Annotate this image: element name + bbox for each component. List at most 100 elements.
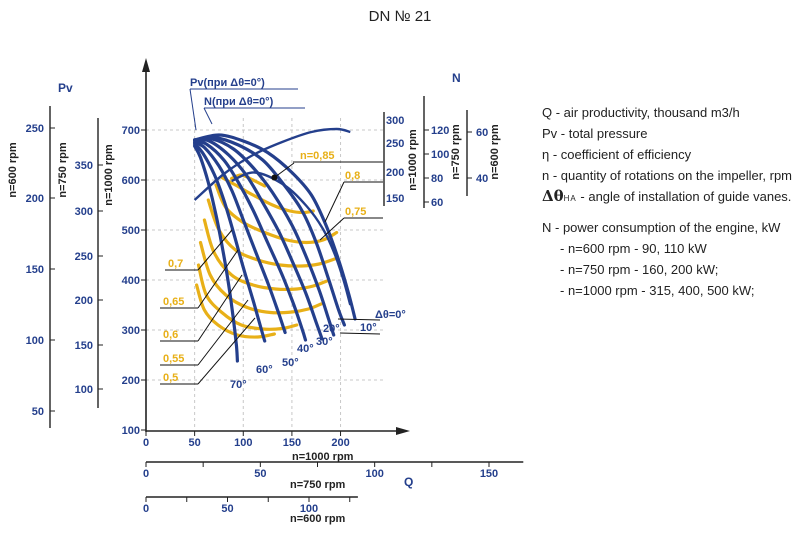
eta-label: 0,65 bbox=[163, 296, 184, 308]
eta-label-leader bbox=[197, 317, 256, 385]
secondary-y-tick-label: 350 bbox=[75, 160, 93, 172]
n-tick-label: 100 bbox=[431, 149, 449, 161]
secondary-x-tick-label: 100 bbox=[300, 503, 318, 515]
y-tick-label: 100 bbox=[122, 425, 140, 437]
x-tick-label: 200 bbox=[331, 437, 349, 449]
eta-label: 0,55 bbox=[163, 353, 184, 365]
angle-label: 40° bbox=[297, 343, 314, 355]
legend-angle-symbol: Δθ bbox=[542, 187, 564, 205]
y-axis-label-1000: n=1000 rpm bbox=[103, 144, 115, 206]
secondary-x-tick-label: 150 bbox=[480, 468, 498, 480]
secondary-y-tick-label: 150 bbox=[75, 340, 93, 352]
eta-curve-0-5 bbox=[195, 283, 276, 339]
angle-label: 20° bbox=[323, 323, 340, 335]
secondary-x-axis-label: n=750 rpm bbox=[290, 479, 346, 491]
eta-label: 0,75 bbox=[345, 206, 366, 218]
secondary-x-tick-label: 0 bbox=[143, 503, 149, 515]
secondary-y-tick-label: 50 bbox=[32, 406, 44, 418]
n-tick-label: 40 bbox=[476, 173, 488, 185]
power-curve-1 bbox=[193, 127, 351, 201]
x-axis-symbol: Q bbox=[404, 475, 413, 489]
legend-power: N - power consumption of the engine, kW bbox=[542, 220, 781, 235]
pv-curve-20deg bbox=[193, 136, 336, 337]
secondary-x-axis-label: n=600 rpm bbox=[290, 513, 346, 525]
n-reference-leader bbox=[203, 107, 213, 125]
secondary-y-tick-label: 200 bbox=[75, 295, 93, 307]
n-axis-label-600: n=600 rpm bbox=[489, 124, 501, 180]
x-tick-label: 0 bbox=[143, 437, 149, 449]
eta-curve-0-6 bbox=[198, 240, 323, 315]
x-tick-label: 50 bbox=[189, 437, 201, 449]
power-curve-2 bbox=[231, 171, 352, 306]
pv-curve-50deg bbox=[193, 140, 287, 335]
n-axis-label-1000: n=1000 rpm bbox=[407, 129, 419, 191]
secondary-y-tick-label: 200 bbox=[26, 193, 44, 205]
x-axis-label-1000: n=1000 rpm bbox=[292, 451, 354, 463]
eta-label: 0,6 bbox=[163, 329, 178, 341]
n-axis-label-750: n=750 rpm bbox=[450, 124, 462, 180]
eta-label: 0,5 bbox=[163, 372, 178, 384]
angle-label-leader bbox=[339, 332, 381, 335]
legend-panel: Q - air productivity, thousand m3/h Pv -… bbox=[542, 102, 792, 301]
n-tick-label: 150 bbox=[386, 193, 404, 205]
angle-label: 70° bbox=[230, 379, 247, 391]
y-tick-label: 500 bbox=[122, 225, 140, 237]
angle-label-leader bbox=[337, 318, 381, 321]
n-tick-label: 60 bbox=[476, 127, 488, 139]
eta-label-leader bbox=[197, 299, 249, 366]
eta-label: 0,8 bbox=[345, 170, 360, 182]
n-tick-label: 60 bbox=[431, 197, 443, 209]
secondary-y-tick-label: 100 bbox=[26, 335, 44, 347]
eta-label-leader bbox=[324, 181, 345, 223]
y-axis-arrow bbox=[142, 58, 150, 72]
x-axis-arrow bbox=[396, 427, 410, 435]
chart-title: DN № 21 bbox=[368, 8, 432, 25]
eta-label-leader bbox=[319, 217, 345, 241]
pv-curve-0deg bbox=[193, 133, 357, 321]
y-axis-label-750: n=750 rpm bbox=[57, 142, 69, 198]
secondary-x-tick-label: 50 bbox=[221, 503, 233, 515]
secondary-x-tick-label: 100 bbox=[365, 468, 383, 480]
n-tick-label: 200 bbox=[386, 167, 404, 179]
angle-label: 60° bbox=[256, 364, 273, 376]
y-axis-symbol: Pv bbox=[58, 81, 73, 95]
eta-label: 0,7 bbox=[168, 258, 183, 270]
angle-label: 10° bbox=[360, 322, 377, 334]
legend-angle-sub: НА bbox=[563, 194, 577, 203]
eta-label-leader bbox=[197, 274, 243, 342]
y-tick-label: 400 bbox=[122, 275, 140, 287]
n-reference-label: N(при Δθ=0°) bbox=[204, 96, 274, 108]
secondary-x-tick-label: 50 bbox=[254, 468, 266, 480]
n-tick-label: 250 bbox=[386, 138, 404, 150]
pv-curve-60deg bbox=[193, 142, 267, 343]
pv-curve-10deg bbox=[193, 135, 346, 327]
secondary-y-tick-label: 250 bbox=[75, 251, 93, 263]
n-tick-label: 300 bbox=[386, 115, 404, 127]
y-axis-label-600: n=600 rpm bbox=[7, 142, 19, 198]
x-tick-label: 150 bbox=[283, 437, 301, 449]
n-tick-label: 80 bbox=[431, 173, 443, 185]
secondary-y-tick-label: 250 bbox=[26, 123, 44, 135]
secondary-x-tick-label: 0 bbox=[143, 468, 149, 480]
secondary-y-tick-label: 300 bbox=[75, 206, 93, 218]
legend-n: n - quantity of rotations on the impelle… bbox=[542, 168, 793, 183]
angle-label: 50° bbox=[282, 357, 299, 369]
y-tick-label: 200 bbox=[122, 375, 140, 387]
secondary-y-tick-label: 100 bbox=[75, 384, 93, 396]
n-tick-label: 120 bbox=[431, 125, 449, 137]
pv-curve-40deg bbox=[193, 139, 308, 342]
eta-curve-0-65 bbox=[202, 218, 329, 292]
eta-label: n=0,85 bbox=[300, 150, 335, 162]
pv-reference-leader bbox=[189, 88, 197, 131]
legend-angle: ΔθНА - angle of installation of guide va… bbox=[542, 186, 792, 209]
angle-label: 30° bbox=[316, 336, 333, 348]
x-tick-label: 100 bbox=[234, 437, 252, 449]
legend-angle-text: - angle of installation of guide vanes. bbox=[576, 189, 792, 204]
legend-power-750: - n=750 rpm - 160, 200 kW; bbox=[560, 262, 719, 277]
pv-curve-30deg bbox=[193, 138, 324, 341]
reference-leader bbox=[274, 162, 295, 178]
legend-eta: η - coefficient of efficiency bbox=[542, 147, 692, 162]
eta-label-leader bbox=[197, 249, 239, 309]
y-tick-label: 700 bbox=[122, 125, 140, 137]
